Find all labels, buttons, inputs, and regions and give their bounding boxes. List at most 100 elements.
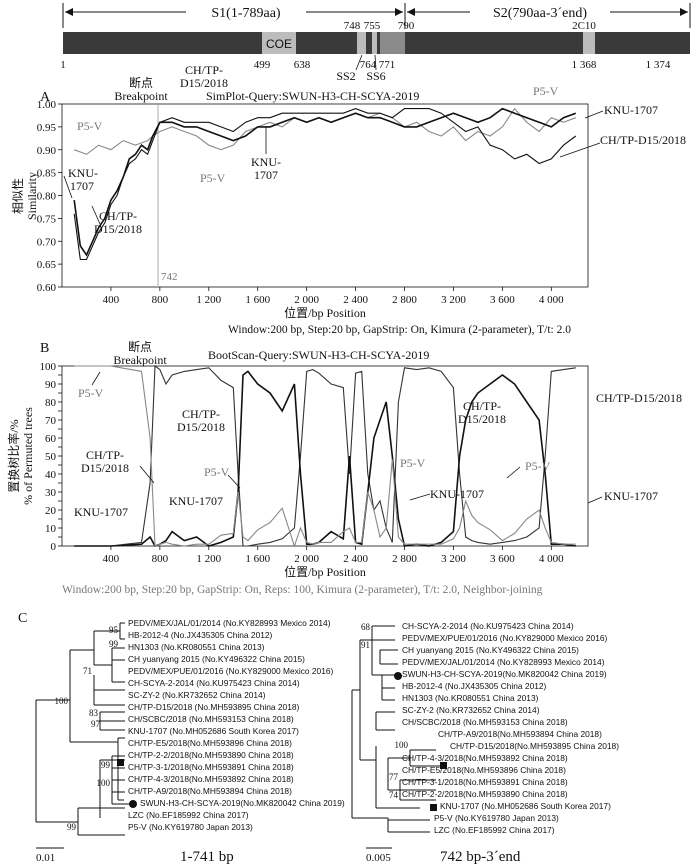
left-knu-marker — [117, 759, 124, 766]
left-range-label: 1-741 bp — [180, 849, 234, 865]
left-taxon: CH/SCBC/2018 (No.MH593153 China 2018) — [128, 714, 294, 724]
pos-790: 790 — [398, 20, 415, 32]
a-ytick-label: 0.60 — [37, 282, 57, 294]
panel-b-p5v-top: P5-V — [78, 386, 104, 400]
pos-764: 764 — [360, 59, 377, 71]
a-ytick-label: 0.95 — [37, 122, 57, 134]
panel-a-p5v-mid: P5-V — [200, 171, 226, 185]
breakpoint-position: 742 — [161, 271, 178, 283]
pos-499: 499 — [254, 59, 271, 71]
a-series-p5-v — [74, 107, 576, 155]
right-taxon: SWUN-H3-CH-SCYA-2019(No.MK820042 China 2… — [402, 669, 607, 679]
panel-b-chtp-mid-1: CH/TP- — [182, 407, 220, 421]
left-bootstrap: 99 — [67, 822, 77, 832]
right-taxon: HB-2012-4 (No.JX435305 China 2012) — [402, 681, 547, 691]
right-taxon: P5-V (No.KY619780 Japan 2013) — [434, 813, 559, 823]
left-swun-marker — [129, 800, 137, 808]
pos-1374: 1 374 — [646, 59, 671, 71]
b-ytick-label: 90 — [45, 379, 57, 391]
pos-638: 638 — [294, 59, 311, 71]
right-scale-label: 0.005 — [366, 852, 391, 864]
panel-b-xlabel: 位置/bp Position — [284, 564, 366, 579]
pos-748: 748 — [344, 20, 361, 32]
b-series-p5-v — [74, 365, 576, 548]
b-series-knu-1707 — [74, 370, 576, 547]
right-taxon: CH/TP-3-1/2018(No.MH593891 China 2018) — [402, 777, 568, 787]
left-bootstrap: 99 — [101, 760, 111, 770]
panel-a-chtp-top-2: D15/2018 — [180, 76, 228, 90]
panel-b-query-title: BootScan-Query:SWUN-H3-CH-SCYA-2019 — [208, 348, 429, 362]
panel-a-breakpoint-cn: 断点 — [129, 75, 153, 90]
panel-a-query-title: SimPlot-Query:SWUN-H3-CH-SCYA-2019 — [206, 89, 419, 103]
panel-c-letter: C — [18, 611, 27, 626]
panel-a-chtp-top-1: CH/TP- — [185, 63, 223, 77]
ss2-domain — [357, 32, 366, 54]
b-xtick-label: 800 — [152, 553, 169, 565]
a-ytick-label: 0.90 — [37, 145, 57, 157]
ss2-label: SS2 — [336, 69, 355, 83]
b-ytick-label: 40 — [45, 469, 57, 481]
coe-domain — [262, 32, 296, 54]
right-bootstrap: 74 — [389, 790, 399, 800]
a-xtick-label: 2 800 — [392, 294, 417, 306]
right-taxon: PEDV/MEX/JAL/01/2014 (No.KY828993 Mexico… — [402, 657, 605, 667]
left-tree-branches — [35, 622, 125, 836]
a-ytick-label: 0.70 — [37, 236, 57, 248]
panel-a-p5v-right: P5-V — [533, 84, 559, 98]
a-ytick-label: 0.75 — [37, 213, 57, 225]
panel-a-chtp-low-2: D15/2018 — [94, 222, 142, 236]
b-xtick-label: 2 800 — [392, 553, 417, 565]
right-bootstrap: 100 — [395, 740, 409, 750]
a-xtick-label: 2 000 — [294, 294, 319, 306]
ss6-domain — [372, 32, 377, 54]
right-tree-branches — [351, 625, 444, 833]
pos-771: 771 — [379, 59, 396, 71]
panel-b-letter: B — [40, 341, 49, 356]
b-ytick-label: 100 — [40, 361, 57, 373]
a-xtick-label: 2 400 — [343, 294, 368, 306]
panel-a-footer: Window:200 bp, Step:20 bp, GapStrip: On,… — [228, 324, 571, 336]
panel-a-breakpoint-en: Breakpoint — [114, 89, 168, 103]
right-taxon: HN1303 (No.KR080551 China 2013) — [402, 693, 539, 703]
a-xtick-label: 4 000 — [539, 294, 564, 306]
ss6-label: SS6 — [366, 69, 385, 83]
left-tree-clade-tp — [111, 755, 135, 805]
right-taxon: SC-ZY-2 (No.KR732652 China 2014) — [402, 705, 540, 715]
a-xtick-label: 800 — [152, 294, 169, 306]
left-taxon: CH/TP-A9/2018(No.MH593894 China 2018) — [128, 786, 292, 796]
right-tp-marker — [440, 762, 447, 769]
panel-b-p5v-c: P5-V — [525, 459, 551, 473]
right-taxon: CH yuanyang 2015 (No.KY496322 China 2015… — [402, 645, 579, 655]
panel-b-breakpoint-en: Breakpoint — [113, 353, 167, 367]
left-bootstrap: 100 — [55, 696, 69, 706]
a-xtick-label: 3 200 — [441, 294, 466, 306]
panel-b-p5v-b: P5-V — [400, 456, 426, 470]
panel-b-chtp-right: CH/TP-D15/2018 — [596, 391, 682, 405]
b-xtick-label: 400 — [103, 553, 120, 565]
s1-label: S1(1-789aa) — [211, 6, 281, 21]
b-xtick-label: 2 000 — [294, 553, 319, 565]
b-ytick-label: 30 — [45, 487, 57, 499]
panel-b-chtp-mid-2: D15/2018 — [177, 420, 225, 434]
left-bootstrap: 71 — [83, 666, 92, 676]
right-bootstrap: 68 — [361, 622, 371, 632]
pos-1: 1 — [60, 59, 66, 71]
panel-a-xlabel: 位置/bp Position — [284, 305, 366, 320]
panel-b-knu-right: KNU-1707 — [604, 489, 658, 503]
genome-map: S1(1-789aa) S2(790aa-3´end) COE 748 755 … — [60, 3, 691, 83]
left-scale-label: 0.01 — [36, 852, 55, 864]
a-xtick-label: 1 600 — [245, 294, 270, 306]
pos-1368: 1 368 — [572, 59, 597, 71]
panel-b-ylabel-en: % of Permuted trees — [21, 407, 35, 505]
a-ytick-label: 0.65 — [37, 259, 57, 271]
right-taxon: CH/TP-2-2/2018(No.MH593890 China 2018) — [402, 789, 568, 799]
a-xtick-label: 1 200 — [196, 294, 221, 306]
left-taxon: P5-V (No.KY619780 Japan 2013) — [128, 822, 253, 832]
left-taxon: CH-SCYA-2-2014 (No.KU975423 China 2014) — [128, 678, 300, 688]
panel-b-knu-left: KNU-1707 — [74, 505, 128, 519]
panel-a-p5v-left: P5-V — [77, 119, 103, 133]
panel-a-chtp-right: CH/TP-D15/2018 — [600, 133, 686, 147]
panel-b-chtp-mid2-2: D15/2018 — [458, 412, 506, 426]
left-bootstrap: 97 — [91, 719, 101, 729]
